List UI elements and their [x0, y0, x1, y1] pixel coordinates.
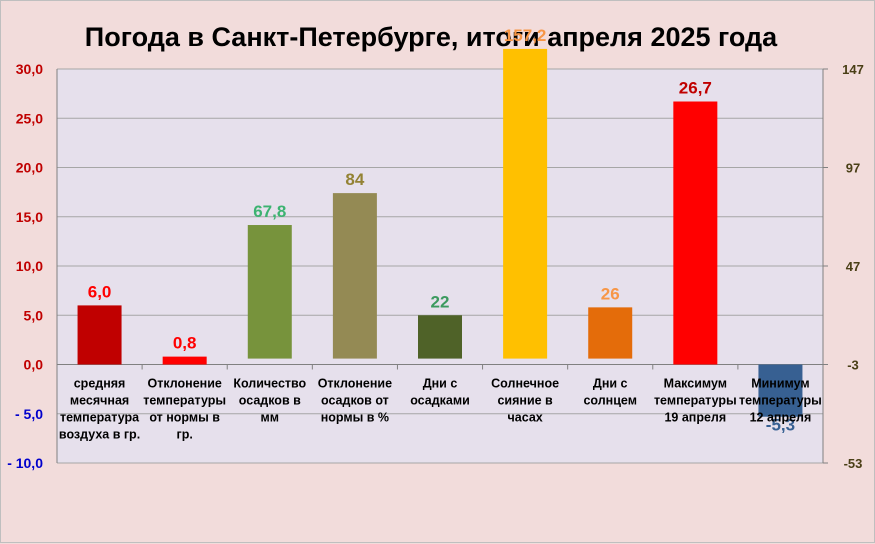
bar	[162, 356, 207, 365]
bar	[77, 305, 122, 365]
y-left-tick-label: 5,0	[24, 307, 44, 323]
data-label: 157,2	[504, 26, 547, 45]
data-label: 0,8	[173, 334, 197, 353]
bar	[332, 193, 377, 359]
data-label: 67,8	[253, 202, 286, 221]
category-label-line: сияние в	[497, 394, 553, 408]
category-label-line: Отклонение	[318, 377, 392, 391]
y-right-tick-label: -53	[844, 456, 863, 471]
category-label-line: средняя	[74, 377, 126, 391]
bar	[418, 315, 462, 359]
category-label-line: мм	[261, 411, 280, 425]
category-label-line: Максимум	[664, 377, 727, 391]
y-right-tick-label: 147	[842, 62, 864, 77]
category-label-line: Солнечное	[491, 377, 559, 391]
category-label-line: часах	[508, 411, 543, 425]
category-label-line: нормы в %	[321, 411, 389, 425]
category-label-line: Отклонение	[147, 377, 221, 391]
category-label: Солнечное сияние в часах	[491, 377, 559, 425]
category-label: Дни с солнцем	[583, 377, 637, 408]
chart-title: Погода в Санкт-Петербурге, итоги апреля …	[85, 22, 778, 52]
data-label: 26	[601, 284, 620, 303]
category-label-line: гр.	[177, 428, 193, 442]
category-label: Отклонение температуры от нормы в гр.	[143, 377, 226, 442]
category-label-line: 12 апреля	[750, 411, 812, 425]
y-left-tick-label: 0,0	[24, 357, 44, 373]
y-left-tick-label: 30,0	[16, 61, 43, 77]
category-label-line: осадков от	[321, 394, 389, 408]
category-label: Минимум температуры 12 апреля	[739, 377, 822, 425]
y-left-tick-label: 10,0	[16, 258, 43, 274]
category-label-line: воздуха в гр.	[59, 428, 140, 442]
category-label-line: осадками	[410, 394, 470, 408]
category-label-line: Дни с	[593, 377, 628, 391]
y-right-tick-label: 97	[846, 161, 860, 176]
category-label-line: осадков в	[239, 394, 301, 408]
category-label-line: температуры	[654, 394, 737, 408]
category-label: Отклонение осадков от нормы в %	[318, 377, 392, 425]
data-label: -5,3	[766, 416, 795, 435]
bar	[758, 364, 803, 417]
y-right-tick-label: 47	[846, 259, 860, 274]
category-label-line: солнцем	[583, 394, 637, 408]
category-label-line: Количество	[233, 377, 306, 391]
bar	[588, 307, 633, 359]
data-label: 22	[431, 292, 450, 311]
category-label-line: температуры	[143, 394, 226, 408]
category-label-line: температуры	[739, 394, 822, 408]
category-label: Количество осадков в мм	[233, 377, 306, 425]
category-label: средняя месячная температура воздуха в гр.	[59, 377, 140, 442]
category-label-line: Дни с	[423, 377, 458, 391]
category-label-line: температура	[60, 411, 140, 425]
category-label-line: от нормы в	[149, 411, 220, 425]
y-left-tick-label: 15,0	[16, 209, 43, 225]
y-left-tick-label: 25,0	[16, 110, 43, 126]
bar	[673, 101, 718, 365]
y-left-tick-label: - 5,0	[15, 406, 43, 422]
category-label-line: 19 апреля	[664, 411, 726, 425]
category-label-line: месячная	[70, 394, 129, 408]
y-right-tick-label: -3	[847, 358, 859, 373]
category-label: Максимум температуры 19 апреля	[654, 377, 737, 425]
y-left-tick-label: - 10,0	[7, 455, 43, 471]
bar	[503, 48, 548, 359]
data-label: 84	[345, 170, 364, 189]
bar	[247, 225, 292, 359]
data-label: 6,0	[88, 282, 112, 301]
category-label-line: Минимум	[751, 377, 809, 391]
data-label: 26,7	[679, 79, 712, 98]
y-left-tick-label: 20,0	[16, 160, 43, 176]
category-label: Дни с осадками	[410, 377, 470, 408]
